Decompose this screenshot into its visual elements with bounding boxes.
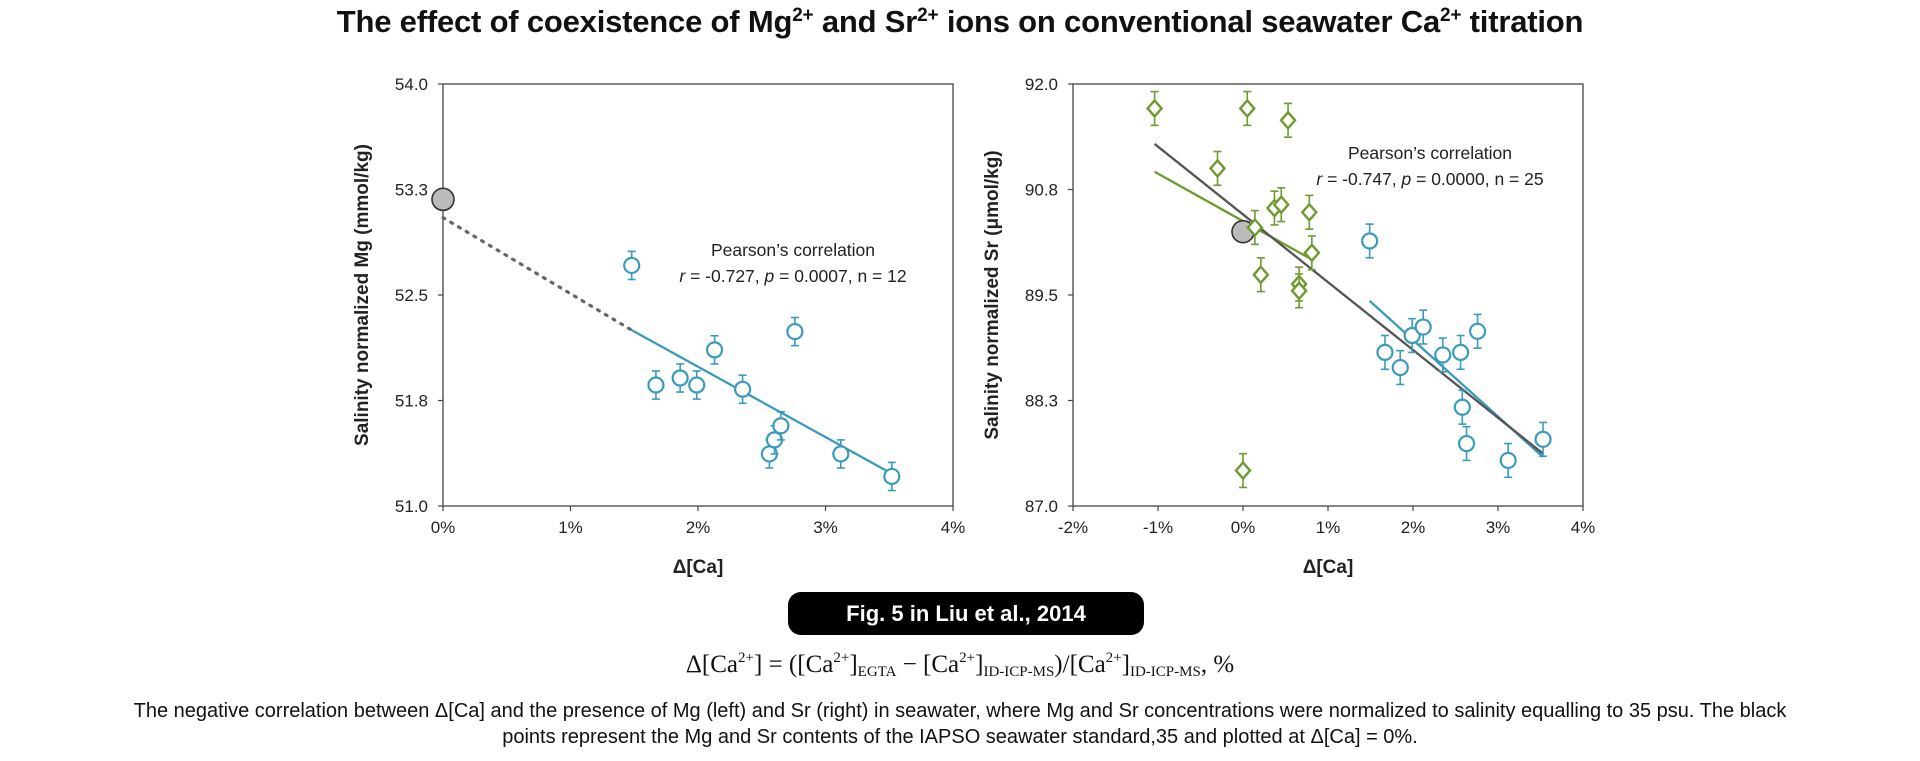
sr-chart-x-tick-label: 4% xyxy=(1571,518,1596,537)
sr-chart-annotation-title: Pearson’s correlation xyxy=(1348,143,1512,163)
sr-chart-y-tick-label: 87.0 xyxy=(1025,497,1058,516)
sr-chart-data-point xyxy=(1300,202,1318,223)
sr-chart-data-point xyxy=(1457,434,1476,453)
mg-chart-data-point xyxy=(786,322,804,341)
mg-chart-x-axis-label: Δ[Ca] xyxy=(673,557,724,578)
mg-chart-extrapolation-line xyxy=(441,216,634,332)
mg-chart-reference-point xyxy=(431,187,455,212)
sr-chart-data-point xyxy=(1246,217,1264,238)
sr-chart-x-tick-label: 2% xyxy=(1401,518,1426,537)
sr-chart-data-point xyxy=(1146,98,1164,119)
sr-chart-y-tick-label: 88.3 xyxy=(1025,392,1058,411)
charts-canvas: 0% 1% 2% 3% 4% 51.0 51.8 52.5 53.3 54.0 Δ[Ca] Salin… xyxy=(352,75,1595,578)
mg-chart-data-point xyxy=(883,467,901,486)
mg-chart-y-tick-label: 51.0 xyxy=(395,497,428,516)
sr-chart-data-point xyxy=(1403,326,1421,345)
sr-chart-x-tick-label: 1% xyxy=(1316,518,1341,537)
mg-chart-frame xyxy=(442,83,954,507)
mg-chart-y-tick-label: 52.5 xyxy=(395,286,428,305)
sr-chart-fit-line xyxy=(1154,170,1313,261)
sr-chart-data-point xyxy=(1499,451,1517,470)
mg-chart-y-tick-label: 54.0 xyxy=(395,75,428,94)
sr-chart-data-point xyxy=(1208,158,1227,179)
sr-chart-y-tick-label: 90.8 xyxy=(1025,181,1058,200)
mg-chart-data-point xyxy=(647,376,665,394)
mg-chart-data-point xyxy=(832,445,850,463)
delta-ca-formula: Δ[Ca2+] = ([Ca2+]EGTA − [Ca2+]ID-ICP-MS)… xyxy=(685,650,1235,680)
figure-caption: The negative correlation between Δ[Ca] a… xyxy=(133,700,1787,748)
mg-chart-y-tick-label: 51.8 xyxy=(395,392,428,411)
mg-chart-data-point xyxy=(705,341,724,359)
sr-chart-x-tick-label: 0% xyxy=(1231,518,1256,537)
sr-chart-data-point xyxy=(1434,346,1452,364)
sr-chart-data-point xyxy=(1238,98,1256,119)
mg-chart: 0% 1% 2% 3% 4% 51.0 51.8 52.5 53.3 54.0 Δ[Ca] Salin… xyxy=(352,75,965,578)
sr-chart-data-point xyxy=(1468,322,1487,340)
chart-title: The effect of coexistence of Mg2+ and Sr… xyxy=(336,4,1584,39)
sr-chart-fit-line xyxy=(1153,143,1544,455)
mg-chart-data-point xyxy=(734,380,752,398)
sr-chart-y-tick-label: 89.5 xyxy=(1025,286,1058,305)
mg-chart-x-tick-label: 3% xyxy=(813,518,838,537)
mg-chart-x-tick-label: 0% xyxy=(431,518,456,537)
mg-chart-data-point xyxy=(671,369,689,387)
sr-chart-data-point xyxy=(1234,460,1252,481)
sr-chart-data-point xyxy=(1279,110,1297,131)
mg-chart-y-axis-label: Salinity normalized Mg (mmol/kg) xyxy=(352,144,373,446)
mg-chart-data-point xyxy=(623,256,641,275)
mg-chart-data-point xyxy=(688,376,706,394)
sr-chart-y-axis-label: Salinity normalized Sr (μmol/kg) xyxy=(982,150,1003,439)
mg-chart-y-tick-label: 53.3 xyxy=(395,181,428,200)
mg-chart-x-tick-label: 4% xyxy=(941,518,966,537)
figure-reference-badge: Fig. 5 in Liu et al., 2014 xyxy=(788,592,1144,635)
sr-chart-x-axis-label: Δ[Ca] xyxy=(1303,557,1354,578)
mg-chart-data-point xyxy=(772,417,790,435)
mg-chart-annotation-title: Pearson’s correlation xyxy=(711,240,875,260)
mg-chart-x-tick-label: 2% xyxy=(686,518,711,537)
sr-chart-data-point xyxy=(1391,358,1409,377)
sr-chart: -2% -1% 0% 1% 2% 3% 4% 87.0 88.3 89.5 90.8 92.0 Δ[Ca… xyxy=(982,75,1595,578)
sr-chart-data-point xyxy=(1414,318,1432,336)
sr-chart-data-point xyxy=(1451,343,1470,361)
mg-chart-annotation-stats: r = -0.727, p = 0.0007, n = 12 xyxy=(679,266,906,286)
sr-chart-x-tick-label: -2% xyxy=(1058,518,1088,537)
mg-chart-fit-line xyxy=(631,329,893,475)
sr-chart-annotation-stats: r = -0.747, p = 0.0000, n = 25 xyxy=(1316,169,1543,189)
sr-chart-data-point xyxy=(1303,242,1321,263)
sr-chart-y-tick-label: 92.0 xyxy=(1025,75,1058,94)
sr-chart-data-point xyxy=(1453,398,1471,416)
sr-chart-data-point xyxy=(1534,430,1552,448)
sr-chart-data-point xyxy=(1361,232,1379,250)
sr-chart-data-point xyxy=(1252,264,1270,285)
sr-chart-data-point xyxy=(1290,280,1308,301)
sr-chart-data-point xyxy=(1272,194,1290,215)
sr-chart-data-point xyxy=(1376,343,1394,361)
sr-chart-x-tick-label: -1% xyxy=(1143,518,1173,537)
sr-chart-x-tick-label: 3% xyxy=(1486,518,1511,537)
mg-chart-x-tick-label: 1% xyxy=(558,518,583,537)
